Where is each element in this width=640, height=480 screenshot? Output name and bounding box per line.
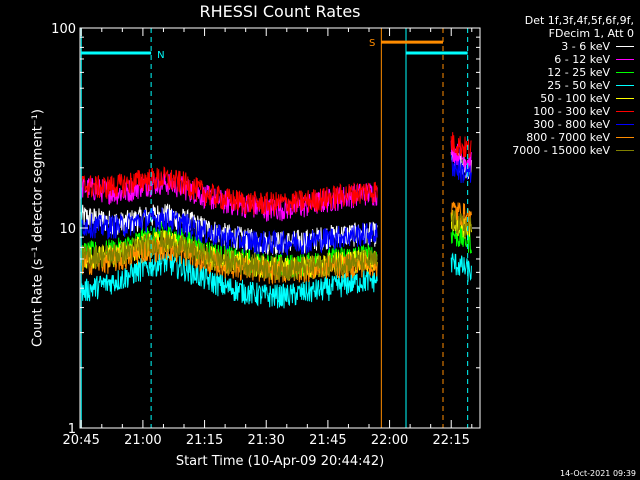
annotation-label-2: S [369, 38, 375, 49]
legend-swatch-7 [616, 124, 634, 125]
legend-label-7: 300 - 800 keV [533, 118, 610, 131]
legend-swatch-2 [616, 59, 634, 60]
x-tick-label-4: 21:30 [247, 433, 284, 448]
legend-swatch-9 [616, 150, 634, 151]
series-6-segment-1-line [80, 166, 378, 216]
legend-item-2: 6 - 12 keV [474, 53, 634, 66]
series-7-segment-1-line [80, 207, 378, 257]
legend-item-6: 100 - 300 keV [474, 105, 634, 118]
x-tick-label-3: 21:15 [186, 433, 223, 448]
y-axis-label: Count Rate (s⁻¹ detector segment⁻¹) [30, 109, 46, 347]
legend-swatch-5 [616, 98, 634, 99]
annotation-label-1: N [157, 50, 164, 61]
legend-header-line-1: Det 1f,3f,4f,5f,6f,9f, [524, 14, 634, 27]
x-tick-label-7: 22:15 [432, 433, 469, 448]
legend-label-2: 6 - 12 keV [554, 53, 610, 66]
legend-item-7: 300 - 800 keV [474, 118, 634, 131]
legend-swatch-3 [616, 72, 634, 73]
y-tick-label-1: 1 [68, 422, 76, 437]
legend-header-line-2: FDecim 1, Att 0 [548, 27, 634, 40]
x-axis-label: Start Time (10-Apr-09 20:44:42) [175, 454, 385, 469]
legend-swatch-1 [616, 46, 634, 47]
legend-label-6: 100 - 300 keV [533, 105, 610, 118]
legend-item-5: 50 - 100 keV [474, 92, 634, 105]
legend-item-3: 12 - 25 keV [474, 66, 634, 79]
legend-item-1: 3 - 6 keV [474, 40, 634, 53]
legend-label-5: 50 - 100 keV [540, 92, 610, 105]
series-9-segment-1-line [80, 230, 378, 281]
series-9-segment-2-line [450, 210, 472, 238]
series-7-segment-2-line [450, 155, 472, 184]
x-tick-label-2: 21:00 [124, 433, 161, 448]
series-4-segment-2-line [450, 252, 472, 282]
legend-label-9: 7000 - 15000 keV [512, 144, 610, 157]
x-tick-label-5: 21:45 [309, 433, 346, 448]
x-tick-label-6: 22:00 [371, 433, 408, 448]
legend-item-8: 800 - 7000 keV [474, 131, 634, 144]
legend-item-9: 7000 - 15000 keV [474, 144, 634, 157]
legend-label-1: 3 - 6 keV [561, 40, 610, 53]
legend-label-3: 12 - 25 keV [547, 66, 610, 79]
legend-swatch-6 [616, 111, 634, 112]
legend-swatch-4 [616, 85, 634, 86]
legend-label-4: 25 - 50 keV [547, 79, 610, 92]
y-tick-label-2: 10 [59, 222, 76, 237]
plot-frame [79, 27, 481, 429]
y-tick-label-3: 100 [51, 22, 76, 37]
chart-title: RHESSI Count Rates [199, 2, 361, 21]
series-4-segment-1-line [80, 251, 378, 309]
legend-swatch-8 [616, 137, 634, 138]
legend-label-8: 800 - 7000 keV [526, 131, 610, 144]
legend-item-4: 25 - 50 keV [474, 79, 634, 92]
footer-timestamp: 14-Oct-2021 09:39 [560, 469, 636, 478]
legend: Det 1f,3f,4f,5f,6f,9f, FDecim 1, Att 0 3… [474, 14, 634, 157]
x-tick-label-1: 20:45 [62, 433, 99, 448]
